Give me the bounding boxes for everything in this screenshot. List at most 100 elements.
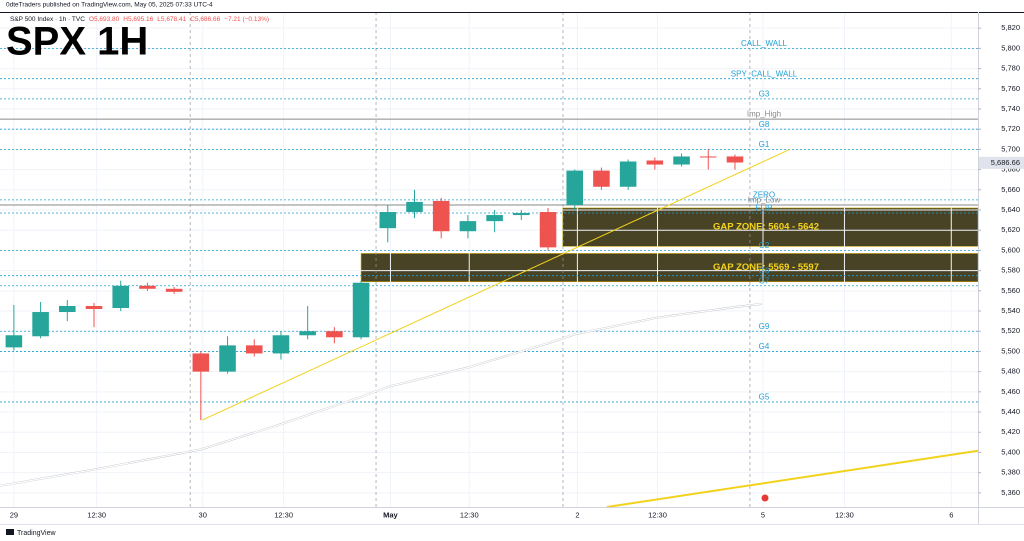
candle-body	[219, 345, 236, 372]
candle-body	[673, 156, 690, 165]
candle-body	[406, 201, 423, 213]
y-tick-label: 5,800	[1001, 43, 1020, 52]
candle-body	[539, 212, 557, 248]
x-tick-label: 12:30	[87, 510, 106, 519]
logo-mark	[6, 529, 14, 535]
levels	[0, 47, 978, 403]
trend-lines	[0, 148, 979, 508]
candle-body	[646, 160, 664, 165]
candle-body	[192, 353, 210, 372]
trend-line	[0, 303, 762, 487]
candle-body	[245, 345, 263, 354]
candle-body	[139, 285, 156, 289]
y-tick-label: 5,700	[1001, 144, 1020, 153]
gap-zone	[360, 253, 979, 283]
candle-body	[272, 335, 290, 354]
y-tick-label: 5,740	[1001, 104, 1020, 113]
chart-title: SPX 1H	[6, 20, 148, 64]
ohlc-value: O5,693.80	[89, 16, 120, 23]
x-tick-label: 12:30	[648, 510, 667, 519]
candle-body	[326, 331, 343, 338]
gap-zone	[562, 207, 979, 247]
change: −7.21 (−0.13%)	[224, 16, 269, 23]
x-tick-label: 12:30	[835, 510, 854, 519]
ohlc-header: S&P 500 Index · 1h · TVC O5,693.80 H5,695.…	[10, 16, 269, 23]
level-label: FLIP	[756, 204, 773, 213]
last-price-label: 5,686.66	[991, 158, 1020, 167]
candles	[5, 149, 744, 421]
y-tick-label: 5,780	[1001, 64, 1020, 73]
level-label: ZERO	[753, 191, 775, 200]
candle-body	[566, 170, 584, 205]
y-tick-label: 5,560	[1001, 286, 1020, 295]
candle-body	[593, 170, 610, 187]
level-label: G9	[759, 322, 770, 331]
tradingview-logo: TradingView	[6, 529, 56, 537]
symbol: S&P 500 Index · 1h · TVC	[10, 16, 85, 23]
candle-body	[85, 305, 103, 309]
candle-body	[513, 213, 530, 216]
y-tick-label: 5,760	[1001, 84, 1020, 93]
level-label: Imp_High	[747, 110, 781, 119]
candle-body	[699, 156, 717, 158]
x-tick-label: 5	[761, 510, 765, 519]
x-tick-label: 12:30	[460, 510, 479, 519]
level-label: CALL_WALL	[741, 39, 788, 48]
event-marker[interactable]	[760, 493, 770, 503]
candle-body	[5, 335, 23, 348]
publisher: 0dteTraders published on TradingView.com…	[6, 2, 213, 9]
candle-body	[726, 156, 744, 163]
y-tick-label: 5,720	[1001, 124, 1020, 133]
gap-zone-label: GAP ZONE: 5604 - 5642	[713, 222, 819, 233]
y-tick-label: 5,540	[1001, 306, 1020, 315]
candle-body	[32, 312, 49, 337]
last-price-box	[979, 156, 1024, 169]
x-tick-label: 6	[949, 510, 953, 519]
level-label: G1	[759, 140, 770, 149]
y-tick-label: 5,400	[1001, 447, 1020, 456]
trend-line	[201, 148, 790, 421]
x-tick-label: 2	[575, 510, 579, 519]
level-label: G7	[759, 276, 770, 285]
gap-zone-label: GAP ZONE: 5569 - 5597	[713, 262, 819, 273]
candle-body	[379, 212, 397, 229]
level-label: G8	[759, 120, 770, 129]
x-tick-label: 12:30	[274, 510, 293, 519]
y-tick-label: 5,440	[1001, 407, 1020, 416]
axes: 5,360 5,380 5,400 5,420 5,440 5,460 5,480 5,500…	[0, 12, 1024, 525]
candle-body	[486, 215, 503, 222]
footer: TradingView	[17, 530, 56, 537]
y-tick-label: 5,640	[1001, 205, 1020, 214]
y-tick-label: 5,480	[1001, 367, 1020, 376]
y-tick-label: 5,600	[1001, 245, 1020, 254]
level-label: G2	[759, 241, 770, 250]
candle-body	[459, 221, 477, 232]
level-label: G6	[759, 266, 770, 275]
ohlc-text: S&P 500 Index · 1h · TVC O5,693.80 H5,695.…	[10, 16, 269, 23]
labels: GAP ZONE: 5604 - 5642 GAP ZONE: 5569 - 55…	[713, 39, 819, 402]
y-tick-label: 5,580	[1001, 266, 1020, 275]
candle-body	[619, 161, 637, 187]
x-tick-label: May	[383, 510, 398, 519]
candle-body	[112, 285, 129, 308]
ohlc-value: H5,695.16	[123, 16, 153, 23]
level-label: G5	[759, 393, 770, 402]
x-tick-label: 30	[199, 510, 207, 519]
y-tick-label: 5,820	[1001, 23, 1020, 32]
y-tick-label: 5,460	[1001, 387, 1020, 396]
y-tick-label: 5,500	[1001, 346, 1020, 355]
x-tick-label: 29	[10, 510, 18, 519]
candle-body	[165, 288, 183, 292]
y-tick-label: 5,680	[1001, 165, 1020, 174]
grid	[0, 12, 978, 507]
y-tick-label: 5,660	[1001, 185, 1020, 194]
ohlc-value: C5,686.66	[190, 16, 220, 23]
candle-body	[299, 331, 316, 336]
candle-body	[432, 200, 450, 232]
y-tick-label: 5,380	[1001, 468, 1020, 477]
trend-line	[606, 449, 979, 508]
ohlc-value: L5,678.41	[157, 16, 186, 23]
level-label: G4	[759, 342, 770, 351]
level-label: SPY_CALL_WALL	[731, 69, 798, 78]
